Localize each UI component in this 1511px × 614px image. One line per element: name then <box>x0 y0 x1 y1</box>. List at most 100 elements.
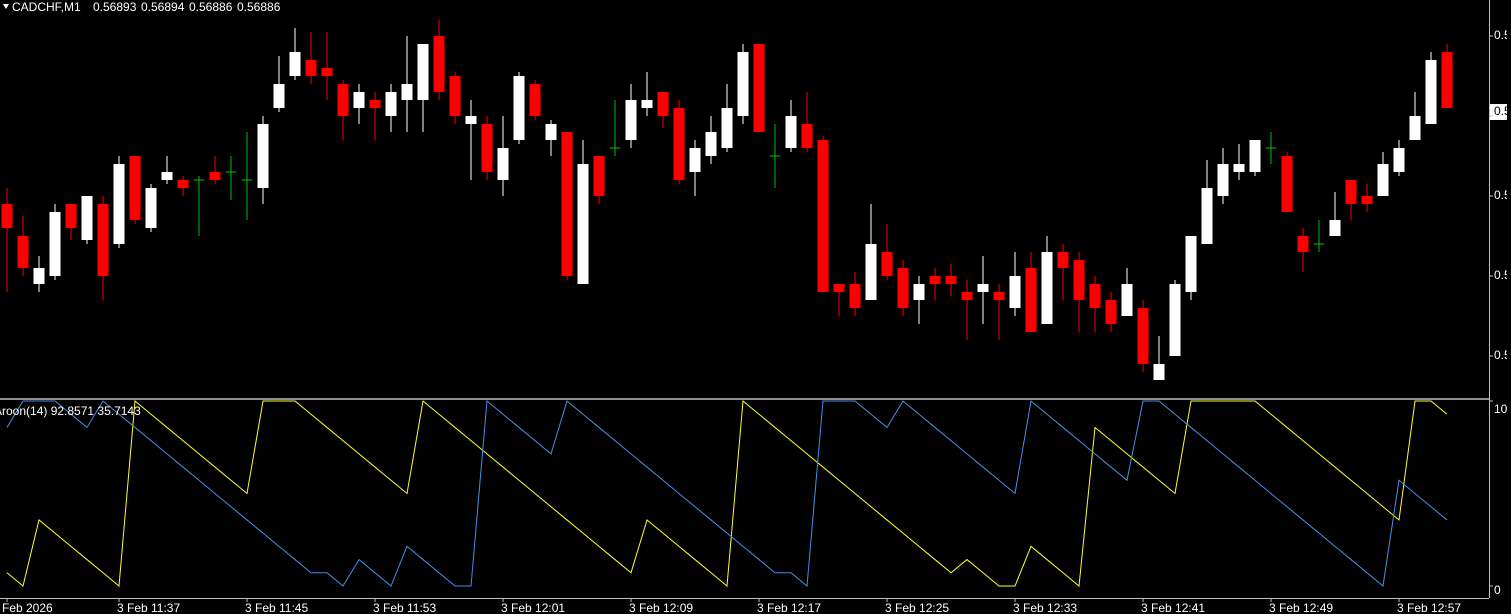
header-value: 0.56886 <box>189 0 233 14</box>
y-tick-label: 0 <box>1494 583 1501 597</box>
candle-body <box>881 252 893 276</box>
aroon-line <box>6 400 1448 587</box>
candle-body <box>1329 220 1341 236</box>
candle-body <box>833 284 845 292</box>
candle-body <box>1281 156 1293 212</box>
current-price-label: 0.56886 <box>1494 104 1511 118</box>
aroon-line <box>6 400 1448 587</box>
candle-body <box>1137 308 1149 364</box>
candle-body <box>209 172 221 180</box>
candle-body <box>33 268 45 284</box>
candle-body <box>65 204 77 228</box>
x-tick-label: Feb 2026 <box>2 601 53 614</box>
candle-body <box>577 164 589 284</box>
indicator-panel <box>6 400 1448 587</box>
menu-icon <box>3 4 9 9</box>
candle-body <box>113 164 125 244</box>
candle-body <box>1393 148 1405 172</box>
candle-body <box>993 292 1005 300</box>
candle-body <box>1105 300 1117 324</box>
candle-body <box>289 52 301 76</box>
candle-body <box>257 124 269 188</box>
candle-body <box>305 60 317 76</box>
x-tick-label: 3 Feb 12:09 <box>629 601 693 614</box>
candle-body <box>177 180 189 188</box>
x-tick-label: 3 Feb 12:17 <box>757 601 821 614</box>
candle-body <box>1153 364 1165 380</box>
header-value: 0.56894 <box>141 0 185 14</box>
candle-body <box>801 124 813 148</box>
candle-body <box>897 268 909 308</box>
candle-body <box>433 36 445 92</box>
candle-body <box>929 276 941 284</box>
candle-body <box>321 68 333 76</box>
x-tick-label: 3 Feb 12:57 <box>1397 601 1461 614</box>
y-tick-label: 0.56845 <box>1494 268 1511 282</box>
candle-body <box>401 84 413 100</box>
x-tick-label: 3 Feb 11:45 <box>245 601 308 614</box>
candle-body <box>369 100 381 108</box>
candle-body <box>1009 276 1021 308</box>
candle-body <box>1025 268 1037 332</box>
candle-body <box>1441 52 1453 108</box>
candle-body <box>513 76 525 140</box>
candle-body <box>465 116 477 124</box>
x-tick-label: 3 Feb 12:25 <box>885 601 949 614</box>
x-tick-label: 3 Feb 11:53 <box>373 601 436 614</box>
candle-body <box>849 284 861 308</box>
y-tick-label: 0.56825 <box>1494 348 1511 362</box>
candle-body <box>641 100 653 108</box>
candle-body <box>593 156 605 196</box>
candle-body <box>97 204 109 276</box>
current-price-box <box>1490 104 1507 120</box>
candle-body <box>1361 196 1373 204</box>
candle-body <box>977 284 989 292</box>
candle-body <box>1233 164 1245 172</box>
candle-body <box>945 276 957 284</box>
chart-title: CADCHF,M1 <box>12 0 81 14</box>
candle-body <box>49 212 61 276</box>
candle-body <box>417 44 429 100</box>
candle-body <box>161 172 173 180</box>
candle-body <box>129 156 141 220</box>
candle-body <box>1073 260 1085 300</box>
candle-body <box>81 196 93 240</box>
indicator-title: Aroon(14) 92.8571 35.7143 <box>0 404 141 418</box>
candle-body <box>497 148 509 180</box>
candle-body <box>705 132 717 156</box>
candle-body <box>913 284 925 300</box>
candle-body <box>1185 236 1197 292</box>
x-tick-label: 3 Feb 12:01 <box>501 601 565 614</box>
candle-body <box>449 76 461 116</box>
candle-body <box>1345 180 1357 204</box>
x-tick-label: 3 Feb 12:33 <box>1013 601 1077 614</box>
x-tick-label: 3 Feb 11:37 <box>117 601 180 614</box>
candle-body <box>1425 60 1437 124</box>
y-tick-label: 0.56865 <box>1494 188 1511 202</box>
candle-body <box>337 84 349 116</box>
candle-body <box>481 124 493 172</box>
price-axis: 0.569050.568850.568650.568450.568250.568… <box>1490 28 1511 597</box>
candle-body <box>1217 164 1229 196</box>
candle-body <box>1249 140 1261 172</box>
y-tick-label: 0.56905 <box>1494 28 1511 42</box>
candle-body <box>689 148 701 172</box>
candle-body <box>961 292 973 300</box>
candle-body <box>1297 236 1309 252</box>
candle-body <box>1201 188 1213 244</box>
candle-body <box>1377 164 1389 196</box>
candle-body <box>1089 284 1101 308</box>
candle-body <box>1121 284 1133 316</box>
header-value: 0.56886 <box>237 0 281 14</box>
candle-body <box>721 108 733 148</box>
candle-body <box>529 84 541 116</box>
candle-body <box>785 116 797 148</box>
candle-body <box>385 92 397 116</box>
candle-body <box>1057 252 1069 268</box>
candle-body <box>817 140 829 292</box>
candle-body <box>1 204 13 228</box>
candle-body <box>1169 284 1181 356</box>
